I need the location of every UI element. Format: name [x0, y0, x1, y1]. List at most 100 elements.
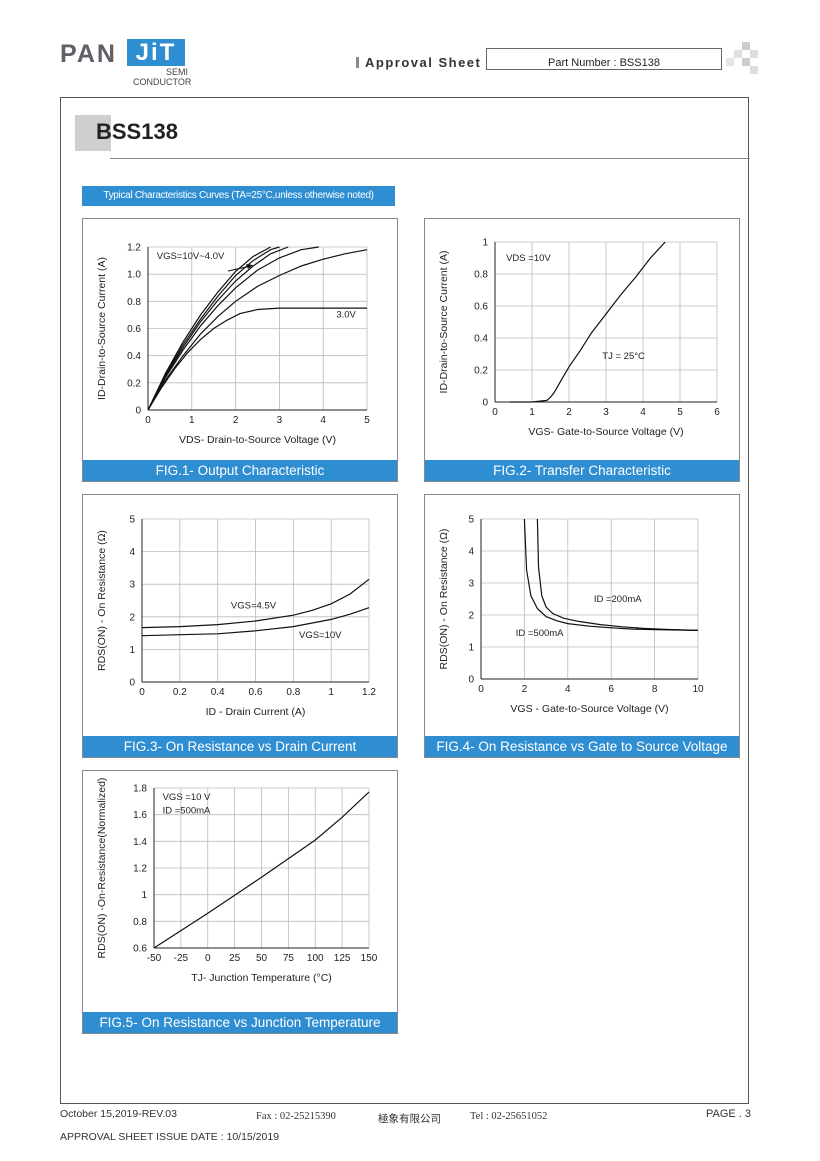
fig1-series-line-4 — [147, 249, 368, 411]
fig3-annotation-0: VGS=4.5V — [231, 601, 277, 612]
fig4-series-line-1 — [536, 518, 699, 631]
fig5-panel: -50 -25 0 25 50 75 100 125 150 0.6 0.8 1 1.2 1.4 1.6 1.… — [82, 770, 398, 1034]
fig2-annotation-1: TJ = 25°C — [602, 351, 645, 362]
fig5-x-tick-label: 25 — [229, 953, 241, 964]
fig3-y-tick-label: 4 — [129, 547, 135, 558]
fig4-x-tick-label: 0 — [478, 684, 484, 695]
logo-semi-text: SEMI — [166, 67, 189, 77]
fig2-y-tick-label: 0.6 — [474, 302, 488, 313]
fig4-panel: 0 2 4 6 8 10 0 1 2 3 4 5 VGS - Gate-to-Source Voltag… — [424, 494, 740, 758]
fig5-x-tick-label: 125 — [334, 953, 351, 964]
fig2-y-tick-label: 0.4 — [474, 334, 488, 345]
fig2-caption: FIG.2- Transfer Characteristic — [425, 460, 739, 481]
fig1-y-tick-label: 0.8 — [127, 297, 141, 308]
fig1-series-line-2 — [147, 246, 289, 411]
fig4-y-tick-label: 4 — [468, 547, 474, 558]
fig4-y-axis-label: RDS(ON) - On Resistance (Ω) — [438, 529, 450, 670]
page-title: BSS138 — [96, 119, 178, 144]
fig2-x-tick-label: 2 — [566, 407, 572, 418]
fig5-y-tick-label: 1.6 — [133, 810, 147, 821]
fig2-chart: 0 1 2 3 4 5 6 0 0.2 0.4 0.6 0.8 1 VGS- Gate-to-Source… — [438, 238, 720, 439]
fig4-annotation-1: ID =500mA — [516, 628, 564, 639]
fig2-x-tick-label: 5 — [677, 407, 683, 418]
fig3-chart: 0 0.2 0.4 0.6 0.8 1 1.2 0 1 2 3 4 5 ID - Drain Curren… — [96, 515, 376, 719]
logo-pan-text: PAN — [60, 40, 117, 68]
fig4-y-tick-label: 3 — [468, 579, 474, 590]
fig5-x-tick-label: 150 — [361, 953, 378, 964]
fig2-x-axis-label: VGS- Gate-to-Source Voltage (V) — [528, 426, 683, 438]
fig5-x-tick-label: 100 — [307, 953, 324, 964]
fig4-y-tick-label: 2 — [468, 611, 474, 622]
fig3-x-tick-label: 1.2 — [362, 687, 376, 698]
fig5-y-tick-label: 1.4 — [133, 837, 147, 848]
fig1-series-line-5 — [147, 307, 367, 411]
fig4-x-tick-label: 2 — [522, 684, 528, 695]
fig2-series-line-0 — [509, 241, 666, 403]
fig2-x-tick-label: 1 — [529, 407, 535, 418]
content-frame — [60, 97, 749, 1104]
fig2-annotation-0: VDS =10V — [506, 253, 551, 264]
fig1-series-line-1 — [147, 246, 280, 411]
part-number-box: Part Number : BSS138 — [486, 48, 722, 70]
fig1-panel: 0 1 2 3 4 5 0 0.2 0.4 0.6 0.8 1.0 1.2 VDS- Drain-to-S… — [82, 218, 398, 482]
fig4-x-tick-label: 6 — [608, 684, 614, 695]
footer-fax: Fax : 02-25215390 — [256, 1111, 336, 1122]
fig3-series-line-1 — [141, 607, 370, 637]
fig1-x-tick-label: 2 — [233, 415, 239, 426]
fig2-y-tick-label: 0.8 — [474, 270, 488, 281]
checker-decoration — [726, 42, 758, 74]
fig5-annotation-0: VGS =10 V — [163, 792, 211, 803]
fig5-caption: FIG.5- On Resistance vs Junction Tempera… — [83, 1012, 397, 1033]
fig3-y-tick-label: 0 — [129, 678, 135, 689]
fig1-x-tick-label: 0 — [145, 415, 151, 426]
fig1-annotation-arrowhead — [246, 264, 253, 269]
fig1-y-tick-label: 1.2 — [127, 243, 141, 254]
fig4-y-tick-label: 0 — [468, 675, 474, 686]
fig5-y-tick-label: 1.2 — [133, 864, 147, 875]
fig3-y-tick-label: 2 — [129, 612, 135, 623]
fig4-series-line-0 — [523, 518, 699, 631]
typical-characteristics-banner: Typical Characteristics Curves (TA=25°C,… — [82, 186, 395, 206]
fig3-panel: 0 0.2 0.4 0.6 0.8 1 1.2 0 1 2 3 4 5 ID - Drain Curren… — [82, 494, 398, 758]
footer-date-rev: October 15,2019-REV.03 — [60, 1108, 177, 1120]
fig1-series-line-0 — [147, 246, 271, 411]
fig3-x-axis-label: ID - Drain Current (A) — [206, 706, 306, 718]
fig1-annotation-0: VGS=10V~4.0V — [157, 251, 225, 262]
fig4-y-tick-label: 5 — [468, 515, 474, 526]
fig2-x-tick-label: 6 — [714, 407, 720, 418]
footer-issue-date: APPROVAL SHEET ISSUE DATE : 10/15/2019 — [60, 1131, 280, 1143]
fig1-x-tick-label: 4 — [320, 415, 326, 426]
fig3-y-tick-label: 1 — [129, 645, 135, 656]
fig2-y-tick-label: 1 — [482, 238, 488, 249]
approval-marker — [356, 57, 359, 68]
fig4-annotation-0: ID =200mA — [594, 594, 642, 605]
fig3-series-line-0 — [141, 578, 370, 629]
fig1-x-tick-label: 3 — [277, 415, 283, 426]
footer-company: 極象有限公司 — [378, 1114, 441, 1125]
fig5-y-tick-label: 0.8 — [133, 917, 147, 928]
fig5-series-line-0 — [153, 791, 370, 949]
fig5-x-tick-label: -50 — [147, 953, 162, 964]
fig1-x-tick-label: 5 — [364, 415, 370, 426]
fig3-x-tick-label: 0.4 — [211, 687, 225, 698]
fig3-x-tick-label: 1 — [328, 687, 334, 698]
fig2-panel: 0 1 2 3 4 5 6 0 0.2 0.4 0.6 0.8 1 VGS- Gate-to-Source… — [424, 218, 740, 482]
fig3-y-tick-label: 3 — [129, 580, 135, 591]
fig5-annotation-1: ID =500mA — [163, 805, 211, 816]
fig1-y-tick-label: 1.0 — [127, 270, 141, 281]
fig5-x-tick-label: 50 — [256, 953, 268, 964]
approval-sheet-label: Approval Sheet — [365, 55, 482, 70]
logo-conductor-text: CONDUCTOR — [133, 77, 192, 87]
fig4-caption: FIG.4- On Resistance vs Gate to Source V… — [425, 736, 739, 757]
fig3-x-tick-label: 0.2 — [173, 687, 187, 698]
fig1-y-axis-label: ID-Drain-to-Source Current (A) — [96, 257, 108, 400]
fig5-y-tick-label: 1 — [141, 890, 147, 901]
title-block — [75, 115, 111, 151]
fig2-x-tick-label: 0 — [492, 407, 498, 418]
fig3-x-tick-label: 0.8 — [286, 687, 300, 698]
title-divider — [110, 158, 750, 159]
fig1-chart: 0 1 2 3 4 5 0 0.2 0.4 0.6 0.8 1.0 1.2 VDS- Drain-to-S… — [96, 243, 370, 447]
fig4-x-tick-label: 8 — [652, 684, 658, 695]
fig4-x-tick-label: 10 — [692, 684, 704, 695]
fig1-series-line-3 — [147, 246, 319, 411]
